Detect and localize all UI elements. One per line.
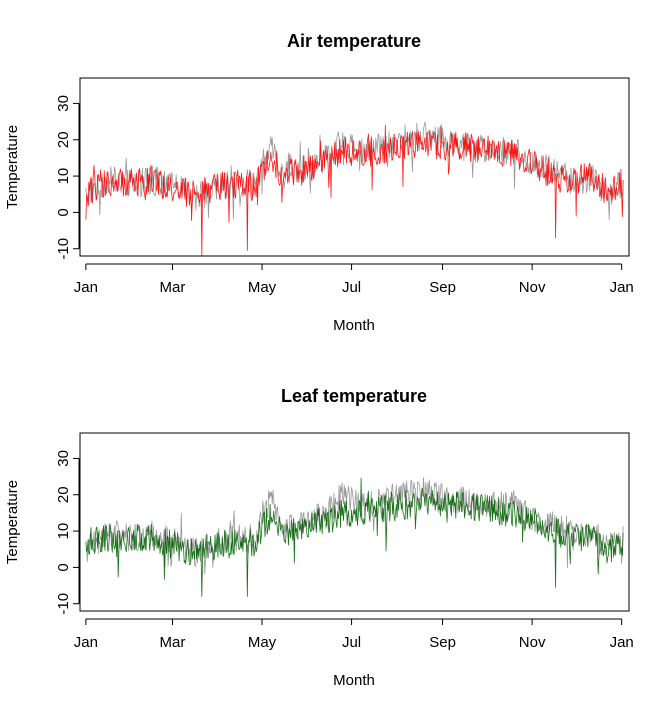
y-tick-label: 30 — [55, 95, 72, 112]
x-tick-label: Nov — [519, 279, 546, 296]
series-line-1 — [85, 124, 624, 256]
series-line-1 — [85, 477, 624, 597]
x-tick-label: Jul — [342, 279, 361, 296]
y-axis-label: Temperature — [4, 125, 21, 209]
y-tick-label: -10 — [55, 593, 72, 615]
series-layer — [85, 121, 624, 256]
y-tick-label: 10 — [55, 168, 72, 185]
x-tick-label: Jan — [610, 279, 634, 296]
plot-frame — [79, 432, 630, 612]
y-tick-label: 10 — [55, 523, 72, 540]
air-temperature-panel: Air temperature Jan Mar May Jul Sep Nov Jan -1… — [4, 31, 634, 334]
x-tick-label: Jul — [342, 634, 361, 651]
x-tick-label: May — [248, 634, 277, 651]
y-axis: -10 0 10 20 30 — [55, 450, 80, 615]
x-axis: Jan Mar May Jul Sep Nov Jan — [74, 263, 634, 296]
plot-frame — [79, 77, 630, 257]
leaf-temperature-panel: Leaf temperature Jan Mar May Jul Sep Nov Jan -… — [4, 386, 634, 689]
y-tick-label: -10 — [55, 238, 72, 260]
x-tick-label: Jan — [74, 279, 98, 296]
y-axis-label: Temperature — [4, 480, 21, 564]
x-tick-label: Mar — [160, 634, 186, 651]
x-tick-label: Jan — [610, 634, 634, 651]
x-axis-label: Month — [333, 672, 375, 689]
x-axis-label: Month — [333, 317, 375, 334]
x-axis: Jan Mar May Jul Sep Nov Jan — [74, 618, 634, 651]
y-tick-label: 30 — [55, 450, 72, 467]
chart-title: Leaf temperature — [281, 386, 427, 406]
chart-title: Air temperature — [287, 31, 421, 51]
series-line-0 — [85, 121, 624, 220]
y-axis: -10 0 10 20 30 — [55, 95, 80, 260]
x-tick-label: Sep — [429, 279, 456, 296]
x-tick-label: Sep — [429, 634, 456, 651]
x-tick-label: Jan — [74, 634, 98, 651]
y-tick-label: 20 — [55, 131, 72, 148]
y-tick-label: 0 — [55, 208, 72, 216]
x-tick-label: May — [248, 279, 277, 296]
y-tick-label: 20 — [55, 486, 72, 503]
x-tick-label: Nov — [519, 634, 546, 651]
series-layer — [85, 477, 624, 597]
y-tick-label: 0 — [55, 563, 72, 571]
x-tick-label: Mar — [160, 279, 186, 296]
